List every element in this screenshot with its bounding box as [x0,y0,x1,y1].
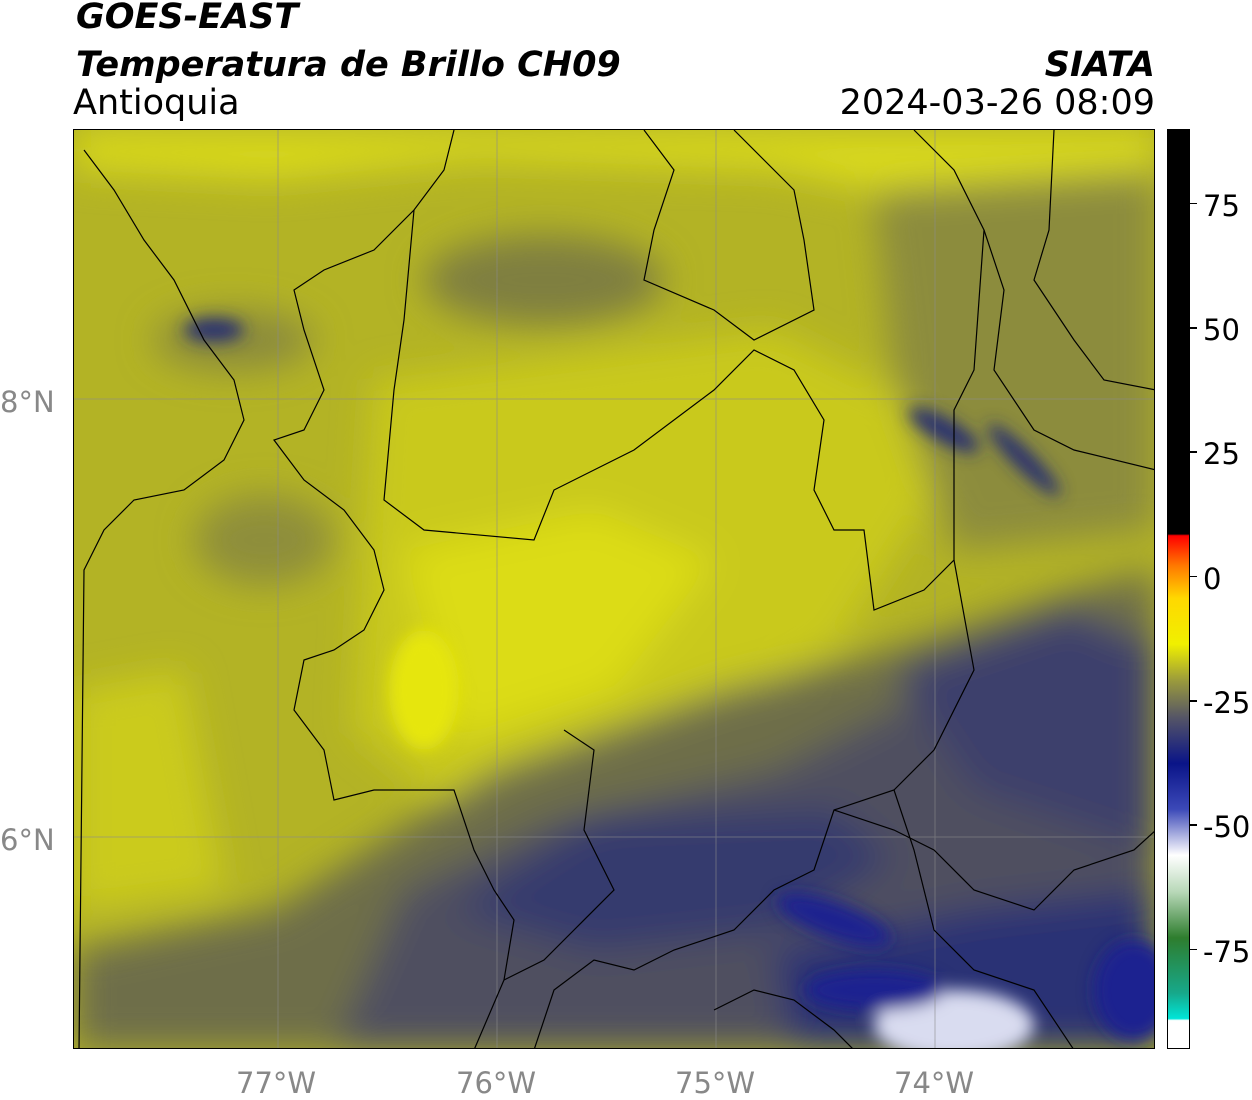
colorbar-tick-mark [1190,575,1197,578]
colorbar-tick-label: -75 [1203,934,1251,969]
product-title: Temperatura de Brillo CH09 [76,45,621,85]
colorbar-tick-label: -50 [1203,810,1251,845]
lat-label-6n: 6°N [0,823,55,857]
satellite-map [73,129,1155,1049]
colorbar-tick-mark [1190,451,1197,453]
brightness-temperature-field [74,130,1154,1048]
colorbar-tick-label: 0 [1203,561,1222,596]
colorbar-tick-label: 50 [1203,312,1240,347]
region-label: Antioquia [73,83,240,123]
lon-label-74w: 74°W [894,1066,975,1100]
colorbar-tick-mark [1190,202,1197,205]
colorbar-tick-label: -25 [1203,685,1251,720]
colorbar-tick-mark [1190,327,1197,329]
colorbar-tick-mark [1190,948,1197,951]
lat-label-8n: 8°N [0,385,55,419]
colorbar-tick-mark [1190,824,1197,826]
colorbar-gradient [1168,130,1189,1048]
colorbar-tick-label: 25 [1203,437,1240,472]
graticule [74,130,1154,1048]
colorbar [1167,129,1190,1049]
agency-label: SIATA [1044,45,1155,85]
datetime-label: 2024-03-26 08:09 [839,83,1155,123]
lon-label-77w: 77°W [236,1066,317,1100]
colorbar-tick-mark [1190,700,1197,702]
lon-label-75w: 75°W [675,1066,756,1100]
satellite-title: GOES-EAST [76,0,299,37]
lon-label-76w: 76°W [456,1066,537,1100]
administrative-boundaries [78,130,1154,1048]
colorbar-tick-label: 75 [1203,188,1240,223]
